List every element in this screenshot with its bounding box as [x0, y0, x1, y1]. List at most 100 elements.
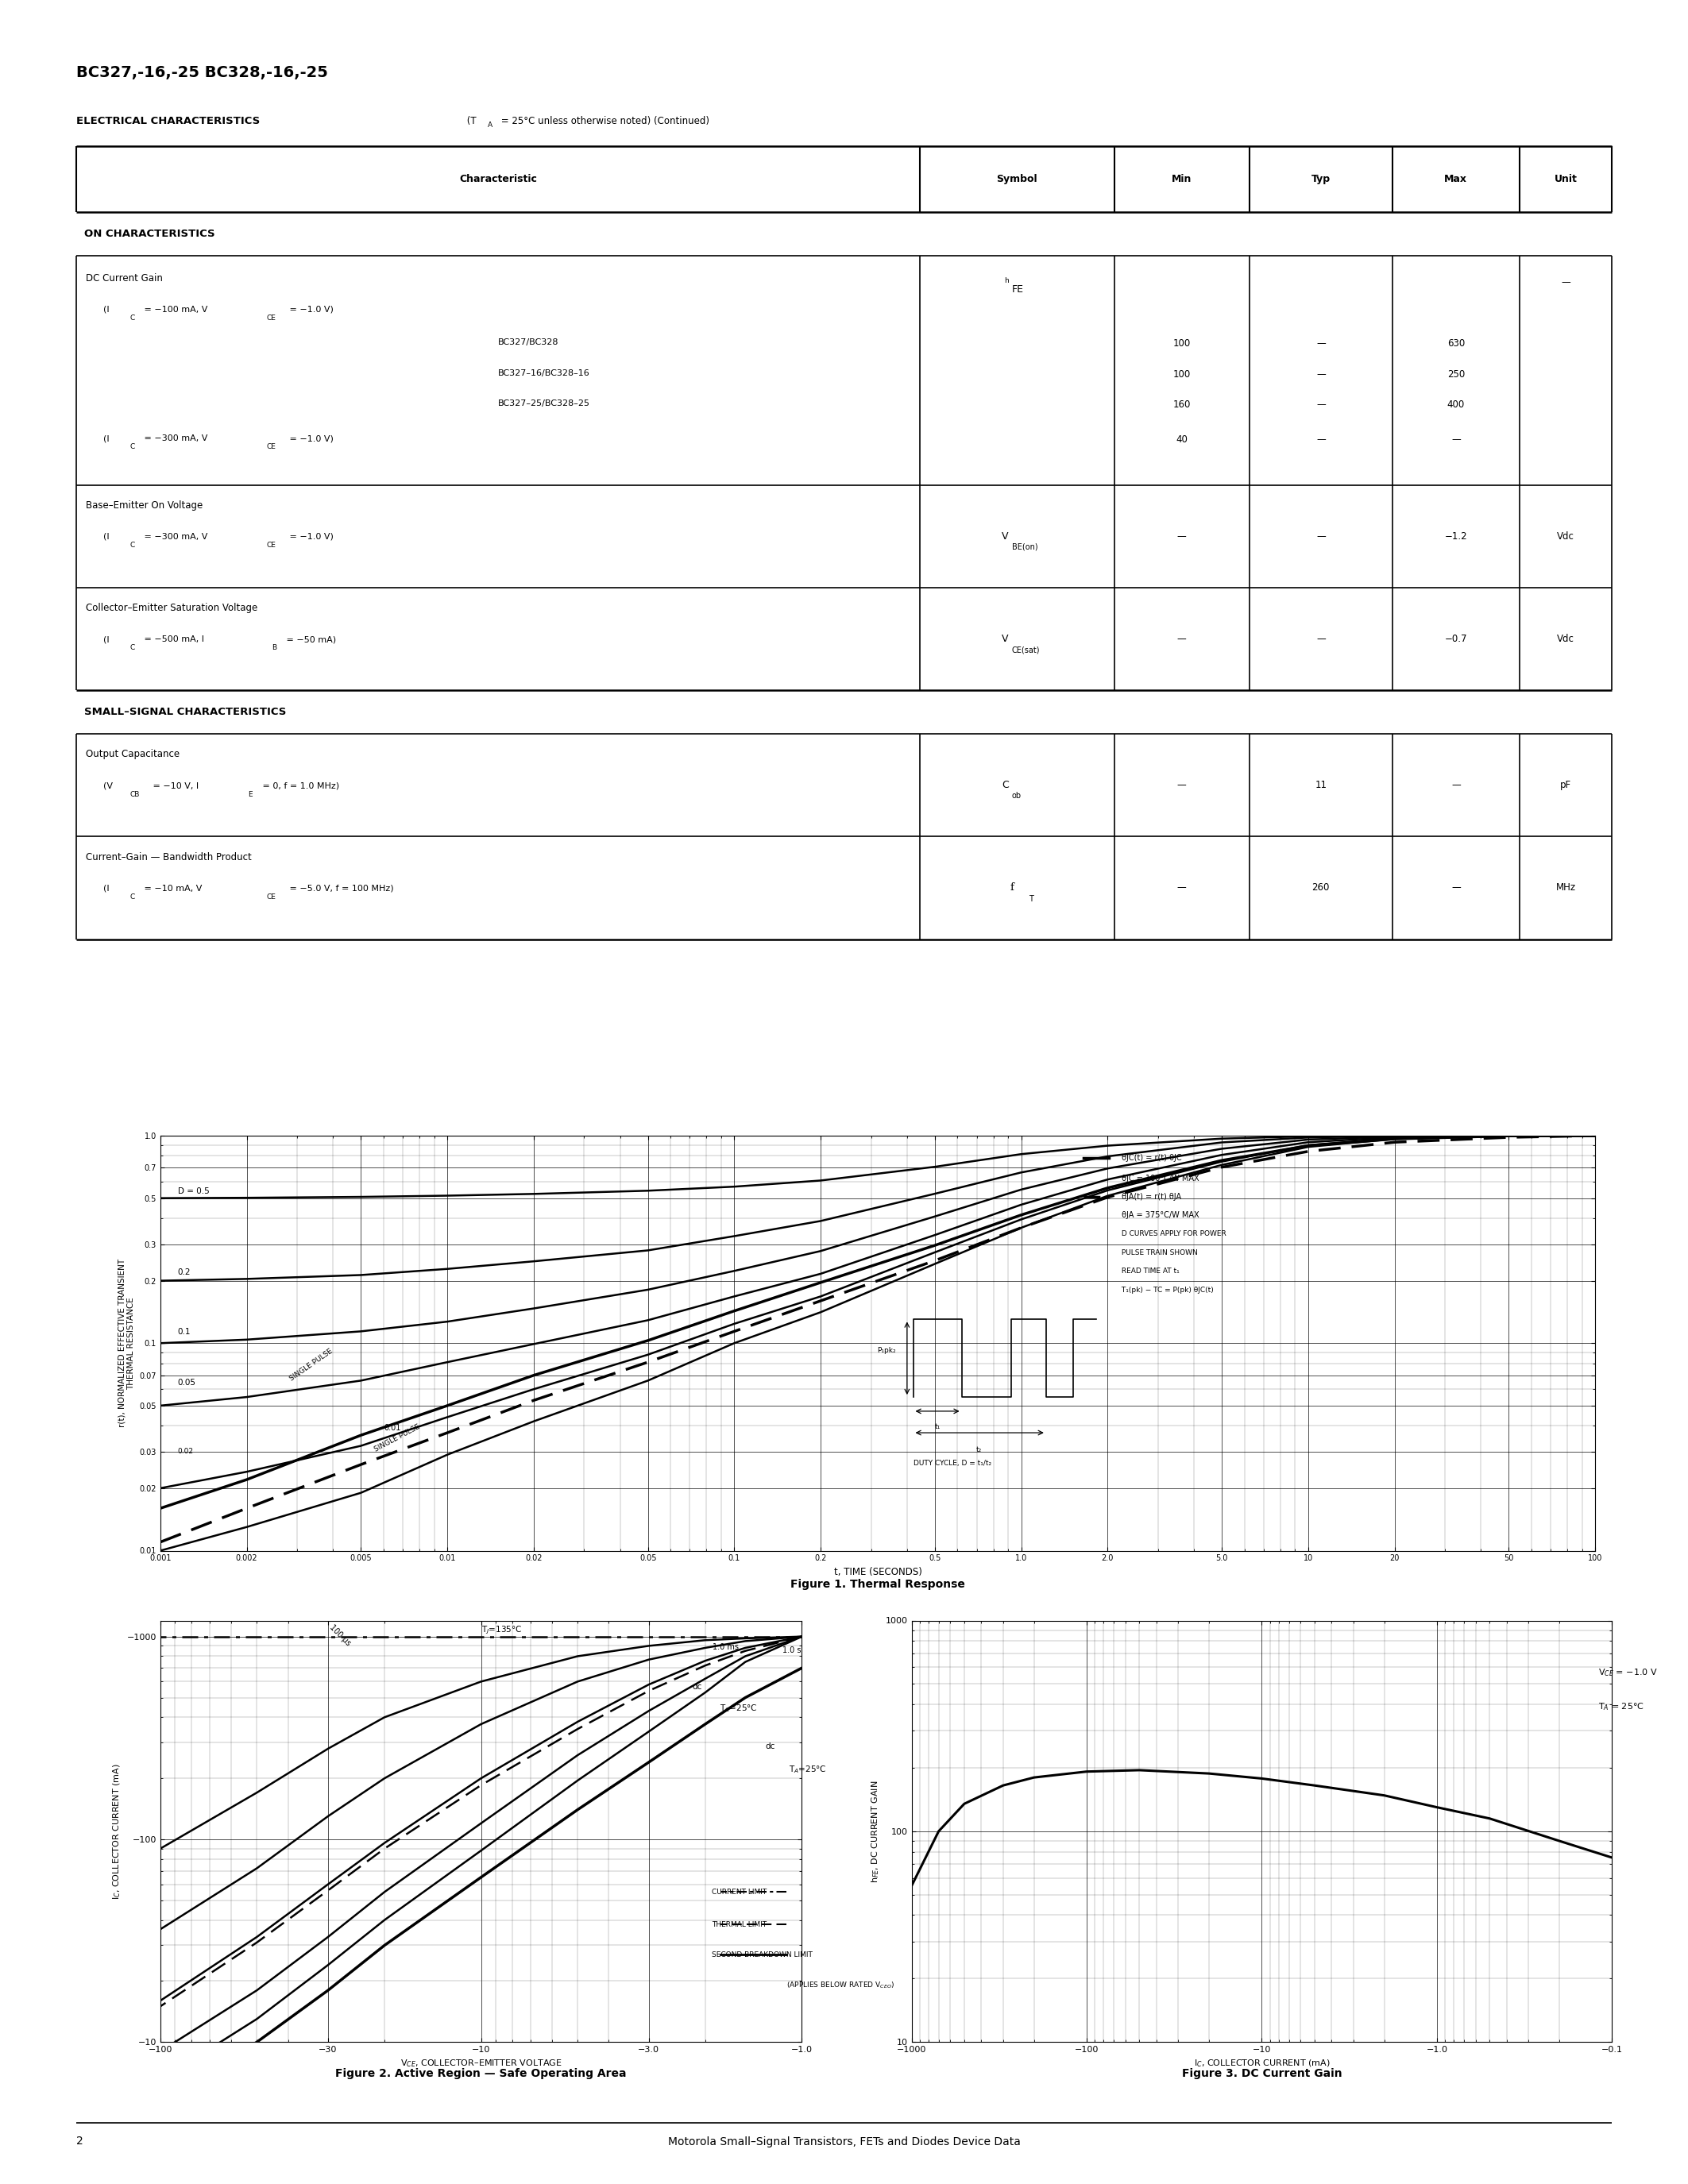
Text: = −1.0 V): = −1.0 V) — [287, 435, 334, 443]
Text: t₂: t₂ — [976, 1446, 981, 1452]
Text: (V: (V — [103, 782, 113, 791]
Y-axis label: I$_C$, COLLECTOR CURRENT (mA): I$_C$, COLLECTOR CURRENT (mA) — [111, 1762, 123, 1900]
Text: BE(on): BE(on) — [1013, 544, 1038, 550]
X-axis label: t, TIME (SECONDS): t, TIME (SECONDS) — [834, 1566, 922, 1577]
Text: = −300 mA, V: = −300 mA, V — [142, 435, 208, 443]
Text: CE: CE — [267, 314, 277, 321]
Text: C: C — [1001, 780, 1009, 791]
Text: V: V — [1003, 531, 1009, 542]
Text: Vdc: Vdc — [1556, 531, 1575, 542]
Text: (I: (I — [103, 533, 110, 542]
Text: —: — — [1317, 400, 1325, 411]
Text: PULSE TRAIN SHOWN: PULSE TRAIN SHOWN — [1119, 1249, 1198, 1256]
Text: 40: 40 — [1175, 435, 1188, 446]
Text: Current–Gain — Bandwidth Product: Current–Gain — Bandwidth Product — [86, 852, 252, 863]
Text: 1.0 ms: 1.0 ms — [712, 1642, 739, 1651]
Text: θJA = 375°C/W MAX: θJA = 375°C/W MAX — [1119, 1212, 1200, 1219]
Text: —: — — [1317, 339, 1325, 349]
Text: (I: (I — [103, 885, 110, 893]
Text: D CURVES APPLY FOR POWER: D CURVES APPLY FOR POWER — [1119, 1230, 1227, 1238]
Text: 260: 260 — [1312, 882, 1330, 893]
Text: = −1.0 V): = −1.0 V) — [287, 306, 334, 314]
Text: FE: FE — [1013, 284, 1025, 295]
Text: Figure 1. Thermal Response: Figure 1. Thermal Response — [790, 1579, 966, 1590]
Text: READ TIME AT t₁: READ TIME AT t₁ — [1119, 1267, 1180, 1275]
Text: = −500 mA, I: = −500 mA, I — [142, 636, 204, 644]
Text: θJA(t) = r(t) θJA: θJA(t) = r(t) θJA — [1119, 1192, 1182, 1201]
Text: SECOND BREAKDOWN LIMIT: SECOND BREAKDOWN LIMIT — [712, 1950, 814, 1959]
Text: = −50 mA): = −50 mA) — [284, 636, 336, 644]
Text: (APPLIES BELOW RATED V$_{CEO}$): (APPLIES BELOW RATED V$_{CEO}$) — [787, 1981, 895, 1990]
Text: A: A — [488, 122, 493, 129]
Text: Min: Min — [1171, 175, 1192, 183]
Text: —: — — [1177, 882, 1187, 893]
Text: Figure 3. DC Current Gain: Figure 3. DC Current Gain — [1182, 2068, 1342, 2079]
Text: —: — — [1452, 435, 1460, 446]
Text: Vdc: Vdc — [1556, 633, 1575, 644]
Text: θJC = 100°C/W MAX: θJC = 100°C/W MAX — [1119, 1175, 1200, 1182]
Text: E: E — [248, 791, 253, 797]
Text: CE: CE — [267, 893, 277, 900]
Text: 400: 400 — [1447, 400, 1465, 411]
Text: C: C — [130, 314, 135, 321]
Text: —: — — [1177, 531, 1187, 542]
Y-axis label: r(t), NORMALIZED EFFECTIVE TRANSIENT
THERMAL RESISTANCE: r(t), NORMALIZED EFFECTIVE TRANSIENT THE… — [118, 1258, 135, 1428]
X-axis label: V$_{CE}$, COLLECTOR–EMITTER VOLTAGE: V$_{CE}$, COLLECTOR–EMITTER VOLTAGE — [400, 2057, 562, 2068]
Text: −0.7: −0.7 — [1445, 633, 1467, 644]
Text: SMALL–SIGNAL CHARACTERISTICS: SMALL–SIGNAL CHARACTERISTICS — [84, 708, 287, 716]
Text: —: — — [1452, 882, 1460, 893]
Text: CURRENT LIMIT: CURRENT LIMIT — [712, 1889, 766, 1896]
Text: dc: dc — [692, 1684, 702, 1690]
Text: Figure 2. Active Region — Safe Operating Area: Figure 2. Active Region — Safe Operating… — [336, 2068, 626, 2079]
Text: P₁pk₂: P₁pk₂ — [876, 1348, 896, 1354]
Text: 0.1: 0.1 — [177, 1328, 191, 1337]
Text: D = 0.5: D = 0.5 — [177, 1188, 209, 1195]
Text: pF: pF — [1560, 780, 1572, 791]
Text: = −300 mA, V: = −300 mA, V — [142, 533, 208, 542]
Text: MHz: MHz — [1556, 882, 1575, 893]
Text: Output Capacitance: Output Capacitance — [86, 749, 181, 760]
Text: Base–Emitter On Voltage: Base–Emitter On Voltage — [86, 500, 203, 511]
Text: —: — — [1317, 633, 1325, 644]
Text: BC327/BC328: BC327/BC328 — [498, 339, 559, 347]
X-axis label: I$_C$, COLLECTOR CURRENT (mA): I$_C$, COLLECTOR CURRENT (mA) — [1193, 2057, 1330, 2068]
Text: V: V — [1003, 633, 1009, 644]
Text: Motorola Small–Signal Transistors, FETs and Diodes Device Data: Motorola Small–Signal Transistors, FETs … — [668, 2136, 1020, 2147]
Text: —: — — [1177, 780, 1187, 791]
Text: T₁(pk) − TC = P(pk) θJC(t): T₁(pk) − TC = P(pk) θJC(t) — [1119, 1286, 1214, 1295]
Text: T$_C$=25°C: T$_C$=25°C — [719, 1704, 758, 1714]
Text: SINGLE PULSE: SINGLE PULSE — [289, 1348, 334, 1382]
Text: −1.2: −1.2 — [1445, 531, 1467, 542]
Text: T: T — [1030, 895, 1033, 902]
Text: DUTY CYCLE, D = t₁/t₂: DUTY CYCLE, D = t₁/t₂ — [913, 1459, 991, 1468]
Text: ON CHARACTERISTICS: ON CHARACTERISTICS — [84, 229, 214, 238]
Text: ob: ob — [1013, 793, 1021, 799]
Text: 1.0 s: 1.0 s — [782, 1647, 802, 1653]
Text: CB: CB — [130, 791, 140, 797]
Text: Symbol: Symbol — [996, 175, 1038, 183]
Text: —: — — [1561, 277, 1570, 288]
Text: = 25°C unless otherwise noted) (Continued): = 25°C unless otherwise noted) (Continue… — [498, 116, 709, 127]
Text: = −10 mA, V: = −10 mA, V — [142, 885, 203, 893]
Text: —: — — [1317, 369, 1325, 380]
Text: T$_J$=135°C: T$_J$=135°C — [481, 1625, 522, 1636]
Text: 0.2: 0.2 — [177, 1269, 191, 1278]
Text: 0.05: 0.05 — [177, 1378, 196, 1387]
Text: —: — — [1452, 780, 1460, 791]
Text: 100 μs: 100 μs — [327, 1623, 353, 1647]
Text: 0.01: 0.01 — [383, 1424, 400, 1433]
Text: θJC(t) = r(t) θJC: θJC(t) = r(t) θJC — [1119, 1153, 1182, 1162]
Text: BC327–16/BC328–16: BC327–16/BC328–16 — [498, 369, 589, 378]
Text: —: — — [1317, 435, 1325, 446]
Text: Typ: Typ — [1312, 175, 1330, 183]
Text: C: C — [130, 644, 135, 651]
Text: —: — — [1317, 531, 1325, 542]
Text: —: — — [1177, 633, 1187, 644]
Text: 250: 250 — [1447, 369, 1465, 380]
Text: CE: CE — [267, 443, 277, 450]
Text: B: B — [272, 644, 277, 651]
Text: BC327–25/BC328–25: BC327–25/BC328–25 — [498, 400, 591, 408]
Text: Characteristic: Characteristic — [459, 175, 537, 183]
Text: CE: CE — [267, 542, 277, 548]
Text: C: C — [130, 443, 135, 450]
